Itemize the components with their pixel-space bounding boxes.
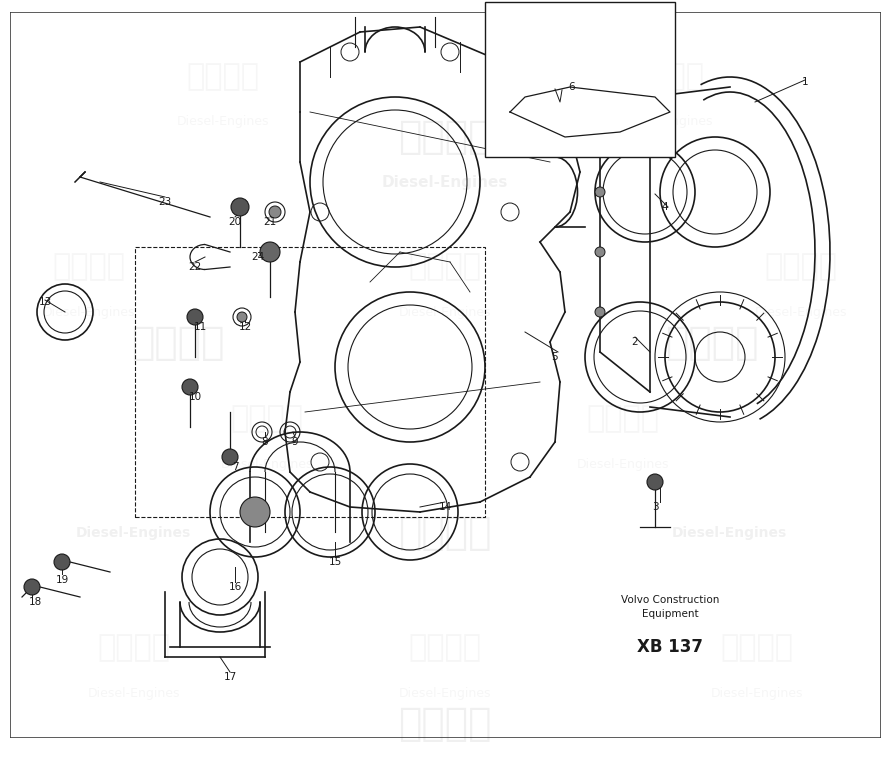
Text: 12: 12 bbox=[239, 322, 252, 332]
Text: 24: 24 bbox=[251, 252, 264, 262]
Text: 紫发动力: 紫发动力 bbox=[765, 252, 837, 281]
Text: 紫发动力: 紫发动力 bbox=[665, 324, 759, 362]
Text: Diesel-Engines: Diesel-Engines bbox=[221, 458, 313, 472]
Text: Diesel-Engines: Diesel-Engines bbox=[382, 175, 508, 190]
Text: 21: 21 bbox=[263, 217, 277, 227]
Text: 紫发动力: 紫发动力 bbox=[631, 62, 704, 91]
Text: 15: 15 bbox=[328, 557, 342, 567]
Text: 16: 16 bbox=[229, 582, 241, 592]
Circle shape bbox=[54, 554, 70, 570]
Circle shape bbox=[595, 307, 605, 317]
Text: 紫发动力: 紫发动力 bbox=[409, 633, 481, 662]
Text: 紫发动力: 紫发动力 bbox=[186, 62, 259, 91]
Text: 19: 19 bbox=[55, 575, 69, 585]
Text: Diesel-Engines: Diesel-Engines bbox=[755, 306, 847, 319]
Text: Diesel-Engines: Diesel-Engines bbox=[43, 306, 135, 319]
Circle shape bbox=[240, 497, 270, 527]
Text: 14: 14 bbox=[439, 502, 451, 512]
Circle shape bbox=[182, 379, 198, 395]
Bar bbox=[135, 247, 485, 517]
Text: Diesel-Engines: Diesel-Engines bbox=[621, 115, 714, 129]
Circle shape bbox=[595, 187, 605, 197]
Text: 2: 2 bbox=[632, 337, 638, 347]
Text: 9: 9 bbox=[292, 437, 298, 447]
Text: 紫发动力: 紫发动力 bbox=[409, 252, 481, 281]
Text: Diesel-Engines: Diesel-Engines bbox=[76, 527, 191, 540]
Text: Diesel-Engines: Diesel-Engines bbox=[399, 687, 491, 700]
Text: Diesel-Engines: Diesel-Engines bbox=[176, 115, 269, 129]
Text: Diesel-Engines: Diesel-Engines bbox=[87, 687, 180, 700]
Circle shape bbox=[260, 242, 280, 262]
Text: 紫发动力: 紫发动力 bbox=[587, 405, 659, 434]
Circle shape bbox=[647, 474, 663, 490]
Text: 20: 20 bbox=[229, 217, 241, 227]
Text: 3: 3 bbox=[651, 502, 659, 512]
Text: 紫发动力: 紫发动力 bbox=[398, 514, 492, 552]
Text: Diesel-Engines: Diesel-Engines bbox=[710, 687, 803, 700]
Circle shape bbox=[269, 206, 281, 218]
Circle shape bbox=[222, 449, 238, 465]
Text: XB 137: XB 137 bbox=[637, 638, 703, 656]
Text: 5: 5 bbox=[552, 352, 558, 362]
Text: 紫发动力: 紫发动力 bbox=[53, 252, 125, 281]
Text: 22: 22 bbox=[189, 262, 202, 272]
Text: 13: 13 bbox=[38, 297, 52, 307]
Text: 紫发动力: 紫发动力 bbox=[720, 633, 793, 662]
Circle shape bbox=[595, 247, 605, 257]
Circle shape bbox=[231, 198, 249, 216]
Text: Diesel-Engines: Diesel-Engines bbox=[399, 306, 491, 319]
Text: 紫发动力: 紫发动力 bbox=[231, 405, 303, 434]
Text: Diesel-Engines: Diesel-Engines bbox=[672, 527, 788, 540]
Circle shape bbox=[24, 579, 40, 595]
Text: Volvo Construction
Equipment: Volvo Construction Equipment bbox=[621, 595, 719, 619]
Text: 紫发动力: 紫发动力 bbox=[398, 705, 492, 743]
Text: 17: 17 bbox=[223, 672, 237, 682]
Text: 7: 7 bbox=[231, 462, 239, 472]
Text: 1: 1 bbox=[802, 77, 808, 87]
Circle shape bbox=[237, 312, 247, 322]
Text: 23: 23 bbox=[158, 197, 172, 207]
Text: 11: 11 bbox=[193, 322, 206, 332]
Text: 10: 10 bbox=[189, 392, 201, 402]
Text: 6: 6 bbox=[569, 82, 575, 92]
Circle shape bbox=[187, 309, 203, 325]
Text: 8: 8 bbox=[262, 437, 268, 447]
Text: 紫发动力: 紫发动力 bbox=[398, 118, 492, 156]
Text: 4: 4 bbox=[661, 202, 668, 212]
Bar bbox=[485, 2, 675, 157]
Text: Diesel-Engines: Diesel-Engines bbox=[577, 458, 669, 472]
Text: 紫发动力: 紫发动力 bbox=[97, 633, 170, 662]
Text: 18: 18 bbox=[28, 597, 42, 607]
Text: 紫发动力: 紫发动力 bbox=[131, 324, 225, 362]
Circle shape bbox=[595, 127, 605, 137]
